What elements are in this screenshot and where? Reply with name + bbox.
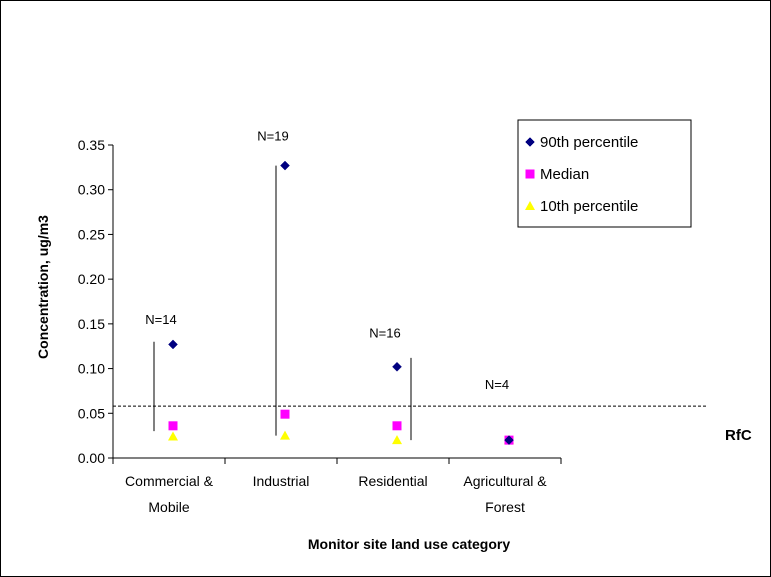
data-point (168, 339, 178, 350)
x-category-label: Commercial & (125, 473, 214, 489)
legend-marker (525, 169, 535, 179)
y-tick-label: 0.00 (78, 450, 105, 466)
data-point (280, 160, 290, 171)
legend-entry: Median (540, 166, 589, 183)
reference-line-label: RfC (725, 427, 752, 444)
sample-size-label: N=4 (485, 377, 509, 392)
y-tick-label: 0.10 (78, 361, 105, 377)
y-tick-label: 0.30 (78, 182, 105, 198)
legend-entry: 10th percentile (540, 198, 638, 215)
x-category-label: Agricultural & (463, 473, 547, 489)
data-point (280, 430, 290, 440)
plot-area: 0.00 0.05 0.10 0.15 0.20 0.25 0.30 0.35 Commerci… (78, 129, 752, 515)
x-axis-title: Monitor site land use category (308, 536, 510, 552)
data-point (392, 435, 402, 445)
sample-size-label: N=16 (369, 325, 400, 340)
x-category-label: Mobile (148, 499, 189, 515)
legend-entry: 90th percentile (540, 134, 638, 151)
data-point (504, 435, 514, 445)
y-tick-label: 0.35 (78, 137, 105, 153)
data-point (168, 431, 178, 441)
x-category-label: Industrial (253, 473, 310, 489)
legend-marker (525, 137, 535, 147)
y-tick-label: 0.20 (78, 271, 105, 287)
sample-size-label: N=14 (145, 312, 176, 327)
y-tick-label: 0.15 (78, 316, 105, 332)
x-category-label: Forest (485, 499, 525, 515)
data-point (168, 421, 178, 431)
data-point (392, 421, 402, 431)
legend-marker (525, 201, 535, 210)
y-tick-label: 0.25 (78, 226, 105, 242)
data-point (392, 361, 402, 372)
data-point (280, 409, 290, 419)
sample-size-label: N=19 (257, 129, 288, 144)
y-axis-title: Concentration, ug/m3 (35, 215, 51, 359)
x-category-label: Residential (358, 473, 427, 489)
legend: 90th percentile Median 10th percentile (517, 119, 692, 228)
y-tick-label: 0.05 (78, 405, 105, 421)
legend-box (517, 119, 692, 228)
